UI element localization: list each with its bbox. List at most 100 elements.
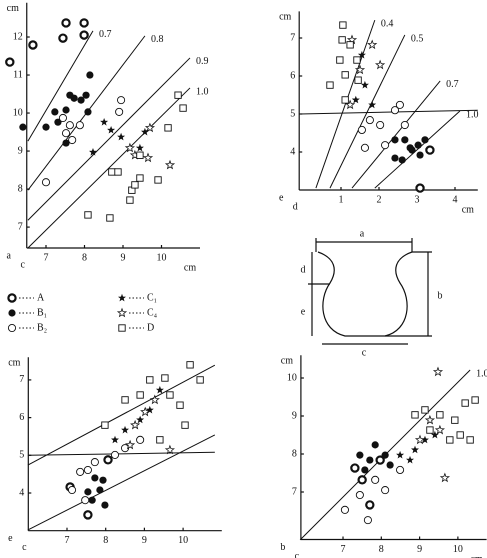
point — [124, 142, 135, 153]
point — [366, 456, 374, 464]
y-tick-label: 9 — [292, 410, 297, 421]
point — [156, 436, 164, 444]
point — [145, 405, 154, 414]
reference-label: 0.8 — [151, 34, 164, 45]
point — [62, 106, 70, 114]
x-tick-label: 4 — [453, 194, 458, 205]
point — [365, 116, 374, 125]
point — [361, 466, 369, 474]
x-tick-label: 7 — [341, 544, 346, 555]
point — [106, 214, 114, 222]
point — [375, 455, 385, 465]
point — [421, 406, 429, 414]
point — [396, 465, 405, 475]
point — [121, 425, 129, 434]
point — [421, 136, 429, 144]
corner-label: a — [7, 250, 12, 261]
point — [341, 96, 349, 104]
point — [381, 141, 390, 150]
point — [62, 139, 70, 147]
point — [421, 435, 429, 444]
point — [456, 431, 464, 439]
point — [135, 143, 144, 152]
point — [155, 385, 164, 394]
point — [51, 108, 59, 116]
point — [61, 18, 71, 28]
legend-label: C₄ — [147, 307, 158, 318]
reference-label: 1.0 — [466, 109, 479, 120]
point — [140, 406, 151, 417]
point — [83, 465, 92, 475]
point — [114, 168, 122, 176]
point — [381, 486, 390, 495]
point — [154, 176, 162, 184]
corner-label: c — [22, 542, 27, 553]
x-unit: cm — [462, 204, 474, 215]
point — [354, 64, 366, 75]
point — [414, 434, 426, 445]
point — [117, 132, 126, 141]
point — [96, 486, 104, 494]
y-tick-label: 4 — [290, 146, 295, 157]
point — [76, 467, 85, 476]
reference-label: 0.9 — [196, 56, 209, 67]
reference-line — [351, 80, 441, 189]
y-tick-label: 8 — [292, 448, 297, 459]
point — [149, 394, 160, 405]
point — [19, 123, 27, 131]
point — [101, 501, 109, 509]
legend-marker — [118, 293, 126, 302]
point — [103, 455, 113, 465]
point — [368, 100, 377, 109]
point — [107, 126, 116, 134]
point — [355, 490, 364, 500]
point — [125, 439, 136, 450]
point — [339, 21, 347, 29]
point — [146, 376, 154, 384]
reference-label: 1.0 — [476, 368, 487, 379]
point — [353, 56, 361, 64]
point — [111, 435, 119, 444]
point — [396, 450, 405, 459]
point — [58, 113, 67, 123]
point — [461, 399, 469, 407]
y-unit: cm — [8, 358, 20, 369]
point — [84, 108, 92, 116]
point — [164, 444, 175, 455]
point — [5, 57, 15, 67]
point — [360, 80, 369, 89]
x-tick-label: 10 — [157, 252, 167, 263]
point — [89, 148, 97, 156]
point — [357, 50, 366, 59]
point — [88, 496, 96, 504]
point — [357, 475, 367, 485]
y-tick-label: 7 — [292, 486, 297, 497]
point — [363, 516, 372, 525]
y-tick-label: 7 — [290, 32, 295, 43]
point — [83, 510, 93, 520]
point — [351, 95, 360, 104]
reference-line — [27, 451, 215, 456]
x-unit: cm — [470, 554, 482, 558]
point — [416, 151, 424, 159]
point — [141, 127, 149, 136]
point — [338, 36, 346, 44]
x-tick-label: 9 — [417, 544, 422, 555]
point — [391, 136, 399, 144]
point — [350, 463, 360, 473]
point — [100, 118, 109, 126]
point — [381, 451, 389, 459]
point — [326, 81, 334, 89]
y-tick-label: 7 — [19, 374, 24, 385]
point — [136, 174, 144, 182]
y-tick-label: 4 — [19, 487, 24, 498]
y-tick-label: 9 — [18, 145, 23, 156]
y-tick-label: 12 — [13, 31, 23, 42]
point — [466, 436, 474, 444]
x-tick-label: 3 — [415, 194, 420, 205]
point — [451, 416, 459, 424]
point — [121, 396, 129, 404]
x-tick-label: 8 — [82, 252, 87, 263]
point — [354, 76, 362, 84]
